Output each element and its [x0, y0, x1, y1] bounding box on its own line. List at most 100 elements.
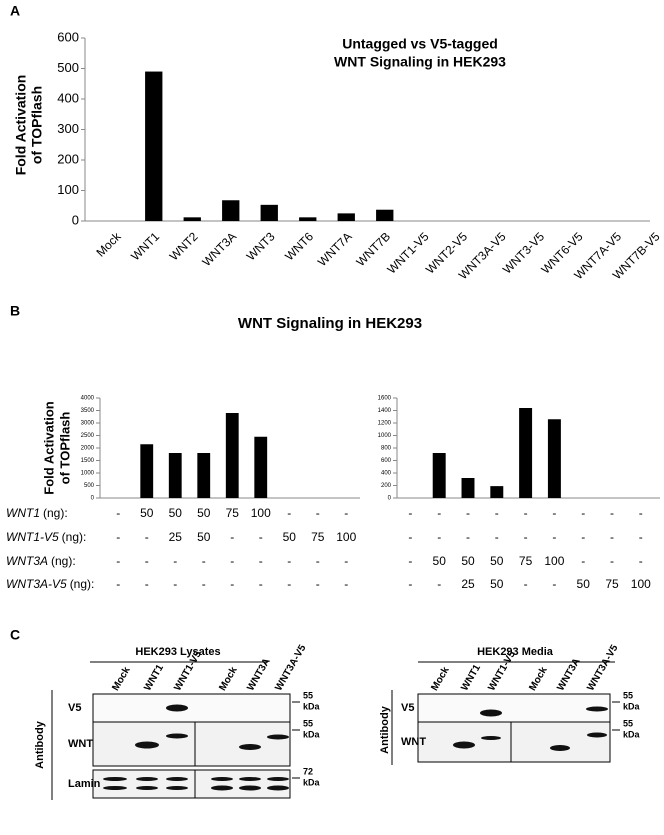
blot-band	[586, 706, 608, 712]
y-tick-label: 0	[388, 496, 392, 502]
table-cell: -	[259, 577, 263, 591]
marker-label: 55	[623, 690, 633, 700]
gene-name: WNT1	[6, 506, 40, 520]
table-cell: -	[610, 530, 614, 544]
marker-label: kDa	[623, 701, 641, 711]
table-cell: -	[287, 554, 291, 568]
table-cell: -	[524, 506, 528, 520]
table-cell: -	[437, 577, 441, 591]
marker-label: kDa	[303, 777, 321, 787]
table-cell: 75	[605, 577, 619, 591]
blot-band	[267, 785, 289, 791]
y-tick-label: 400	[381, 471, 392, 477]
table-cell: -	[552, 530, 556, 544]
unit: (ng):	[51, 554, 76, 568]
blot-title: HEK293 Lysates	[135, 646, 220, 658]
y-tick-label: 100	[57, 182, 79, 197]
y-axis-label: of TOPflash	[29, 86, 45, 164]
blot-band	[480, 709, 502, 717]
y-axis-label: Fold Activation	[13, 75, 29, 176]
row-label: WNT	[68, 738, 93, 750]
blot-band	[550, 745, 570, 751]
row-label: WNT1 (ng):	[6, 506, 68, 520]
table-cell: 50	[490, 554, 504, 568]
blot-band	[239, 777, 261, 781]
bar	[461, 478, 475, 498]
bar	[145, 71, 163, 221]
blot-band	[166, 786, 188, 790]
table-cell: -	[116, 530, 120, 544]
table-cell: 75	[226, 506, 240, 520]
panel-label: C	[10, 627, 20, 643]
table-cell: -	[344, 577, 348, 591]
blot-band	[267, 734, 289, 740]
lane-label: WNT1	[142, 662, 166, 692]
panel-label: B	[10, 303, 20, 319]
blot-band	[267, 777, 289, 781]
y-tick-label: 300	[57, 121, 79, 136]
table-cell: -	[145, 530, 149, 544]
table-cell: -	[287, 577, 291, 591]
table-cell: -	[495, 506, 499, 520]
panel-title: WNT Signaling in HEK293	[238, 315, 422, 332]
table-cell: -	[230, 577, 234, 591]
y-tick-label: 0	[72, 212, 79, 227]
lane-label: Mock	[110, 665, 133, 693]
table-cell: -	[316, 577, 320, 591]
blot-row	[92, 721, 291, 767]
table-cell: 100	[631, 577, 651, 591]
bar	[547, 419, 561, 498]
blot-band	[166, 704, 188, 712]
table-cell: -	[524, 577, 528, 591]
bar	[490, 486, 504, 498]
gene-name: WNT1-V5	[6, 530, 59, 544]
bar	[225, 413, 239, 498]
blot-band	[239, 785, 261, 791]
bar	[168, 453, 182, 498]
bar	[254, 436, 268, 498]
blot-band	[136, 786, 158, 790]
y-tick-label: 200	[381, 483, 392, 489]
table-cell: 50	[169, 506, 183, 520]
x-tick-label: Mock	[93, 229, 124, 260]
y-tick-label: 1000	[81, 471, 95, 477]
unit: (ng):	[70, 577, 95, 591]
table-cell: -	[116, 554, 120, 568]
y-tick-label: 1200	[378, 421, 392, 427]
table-cell: -	[230, 530, 234, 544]
blot-band	[453, 741, 475, 749]
table-cell: -	[287, 506, 291, 520]
table-cell: -	[408, 554, 412, 568]
chart-title: WNT Signaling in HEK293	[334, 54, 506, 70]
bar	[140, 444, 154, 498]
table-cell: -	[145, 577, 149, 591]
table-cell: -	[116, 506, 120, 520]
table-cell: -	[610, 554, 614, 568]
table-cell: -	[408, 506, 412, 520]
blot-band	[103, 786, 127, 790]
chart-title: Untagged vs V5-tagged	[342, 36, 498, 52]
lane-label: WNT3A-V5	[273, 643, 308, 693]
blot-row	[92, 693, 291, 723]
gene-name: WNT3A	[6, 554, 48, 568]
table-cell: -	[466, 530, 470, 544]
blot-band	[136, 777, 158, 781]
row-label: V5	[401, 702, 414, 714]
table-cell: -	[230, 554, 234, 568]
unit: (ng):	[43, 506, 68, 520]
blot-band	[587, 732, 607, 738]
table-cell: -	[408, 530, 412, 544]
blot-band	[211, 785, 233, 791]
blot-band	[135, 741, 159, 749]
row-label: WNT3A (ng):	[6, 554, 76, 568]
lane-label: WNT1	[459, 662, 483, 692]
marker-label: 72	[303, 766, 313, 776]
table-cell: -	[466, 506, 470, 520]
table-cell: -	[344, 554, 348, 568]
bar	[432, 453, 446, 498]
blot-band	[481, 736, 501, 740]
y-tick-label: 2500	[81, 433, 95, 439]
blot-row	[92, 769, 291, 799]
table-cell: -	[581, 506, 585, 520]
